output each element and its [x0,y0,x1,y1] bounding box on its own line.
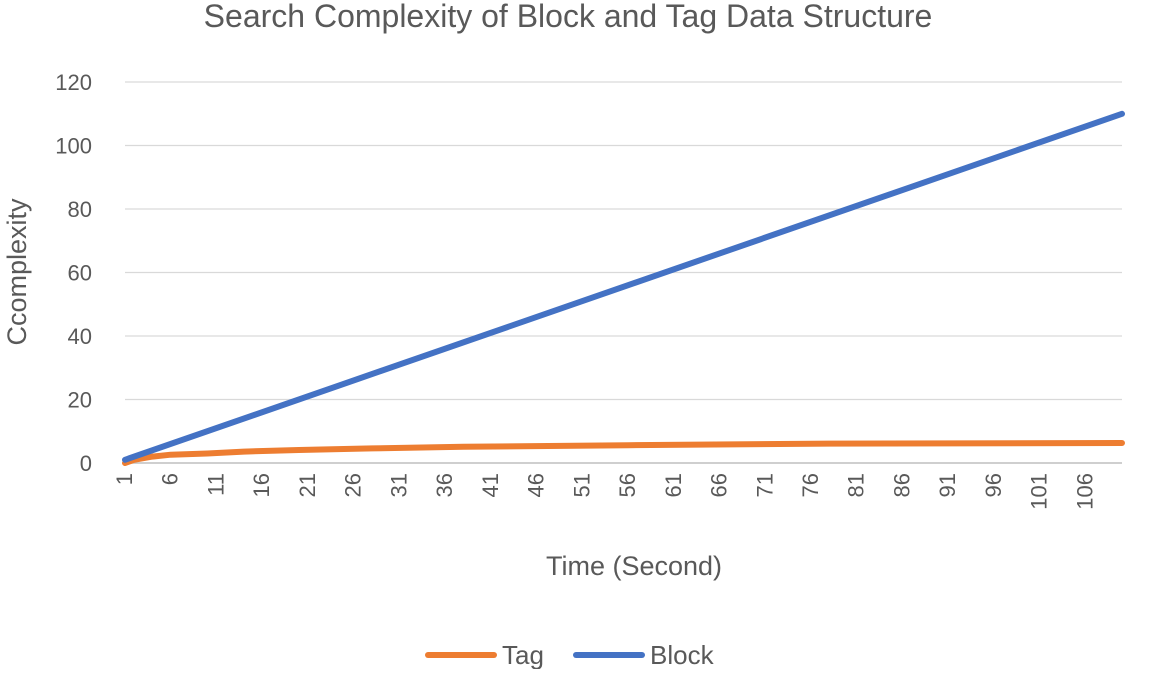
series-line-block [122,110,1125,463]
x-tick-label: 31 [386,473,411,497]
x-tick-label: 81 [844,473,869,497]
y-tick-label: 120 [55,70,92,95]
x-tick-label: 46 [524,473,549,497]
x-tick-label: 26 [341,473,366,497]
x-tick-label: 1 [112,473,137,485]
x-tick-label: 11 [203,473,228,496]
y-tick-label: 20 [68,388,92,413]
y-axis-label: Ccomplexity [2,198,32,346]
gridlines [125,81,1122,401]
y-tick-label: 100 [55,134,92,159]
x-tick-label: 101 [1027,473,1052,510]
y-tick-label: 80 [68,197,92,222]
x-tick-label: 6 [158,473,183,485]
legend: Tag Block [425,640,715,670]
legend-label-block: Block [650,640,715,669]
x-tick-label: 61 [661,473,686,497]
x-tick-label: 86 [889,473,914,497]
x-tick-label: 106 [1072,473,1097,510]
x-tick-label: 51 [569,473,594,497]
y-tick-label: 0 [80,451,92,476]
x-tick-label: 56 [615,473,640,497]
y-tick-label: 60 [68,261,92,286]
x-tick-label: 96 [981,473,1006,497]
y-tick-label: 40 [68,324,92,349]
chart-title: Search Complexity of Block and Tag Data … [204,0,933,34]
x-tick-label: 76 [798,473,823,497]
x-tick-label: 16 [249,473,274,497]
x-tick-label: 41 [478,473,503,497]
x-tick-label: 71 [752,473,777,497]
legend-label-tag: Tag [502,640,544,669]
series-lines [122,110,1125,466]
x-tick-label: 66 [707,473,732,497]
series-line-tag [122,440,1125,466]
x-tick-label: 91 [935,473,960,497]
x-axis-label: Time (Second) [546,551,722,581]
x-tick-label: 36 [432,473,457,497]
x-tick-label: 21 [295,473,320,497]
